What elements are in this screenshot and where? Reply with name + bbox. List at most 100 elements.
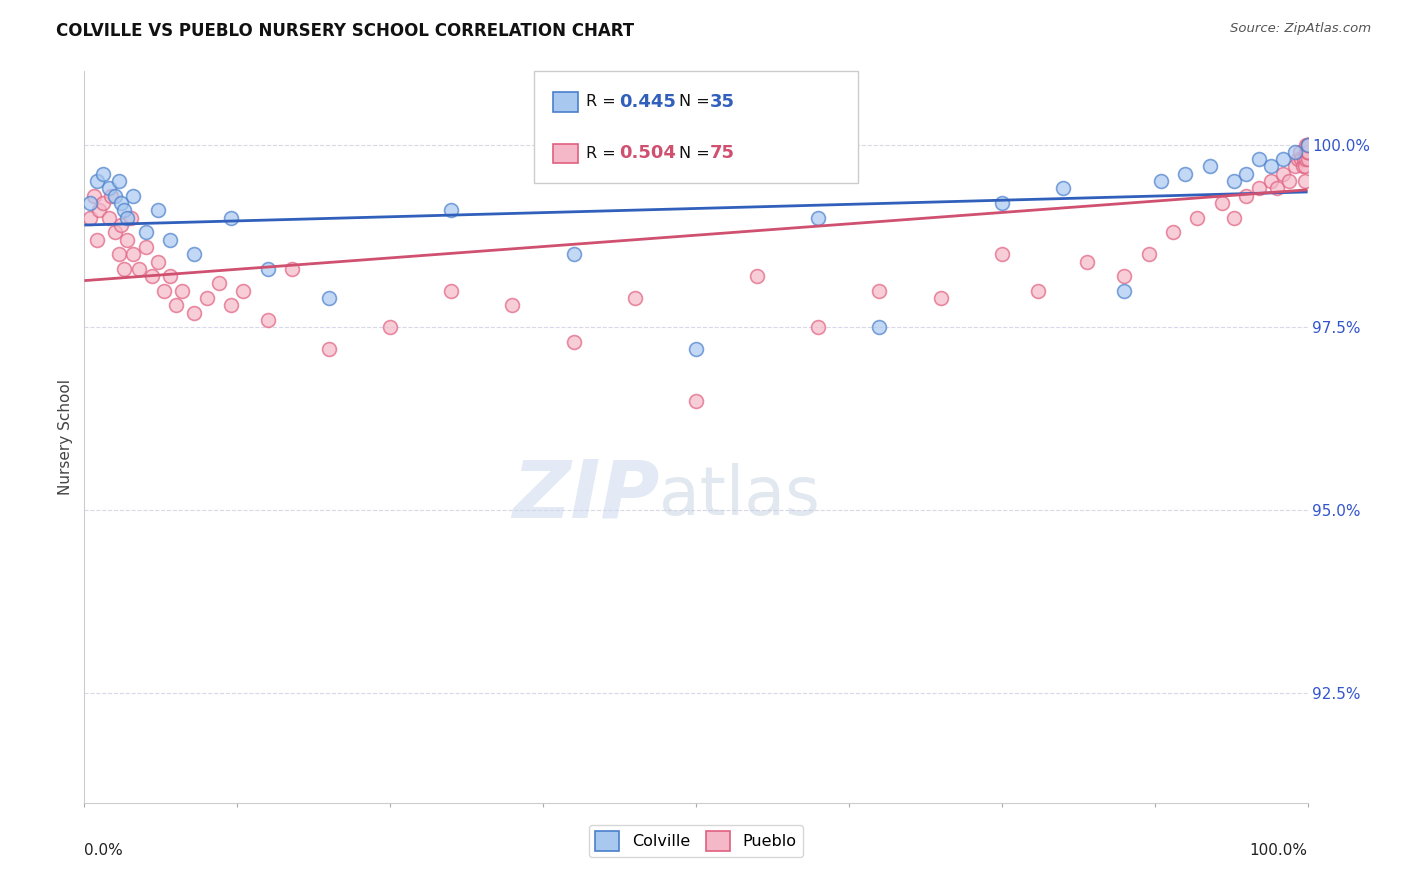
Point: [195, 291, 218, 305]
Point: [172, 284, 194, 298]
Point: [1294, 174, 1316, 188]
Point: [122, 188, 145, 202]
Text: 35: 35: [710, 93, 735, 111]
Point: [107, 174, 129, 188]
Point: [1260, 174, 1282, 188]
Point: [1296, 145, 1319, 159]
Point: [1296, 137, 1319, 152]
Point: [141, 269, 163, 284]
Point: [562, 334, 585, 349]
Point: [120, 211, 142, 225]
Point: [104, 225, 127, 239]
Point: [86, 174, 108, 188]
Point: [91, 196, 114, 211]
Point: [1284, 160, 1306, 174]
Point: [440, 284, 463, 298]
Point: [807, 211, 830, 225]
Point: [159, 233, 181, 247]
Point: [91, 167, 114, 181]
Text: R =: R =: [586, 95, 621, 109]
Point: [257, 261, 280, 276]
Point: [869, 284, 891, 298]
Point: [146, 254, 169, 268]
Point: [1295, 152, 1317, 166]
Text: Source: ZipAtlas.com: Source: ZipAtlas.com: [1230, 22, 1371, 36]
Text: 0.445: 0.445: [619, 93, 675, 111]
Point: [1292, 160, 1315, 174]
Point: [1076, 254, 1098, 268]
Text: 0.0%: 0.0%: [84, 843, 124, 858]
Point: [1296, 137, 1319, 152]
Point: [83, 188, 105, 202]
Point: [562, 247, 585, 261]
Point: [869, 320, 891, 334]
Point: [135, 240, 157, 254]
Point: [79, 196, 101, 211]
Point: [1272, 167, 1295, 181]
Point: [97, 181, 120, 195]
Point: [281, 261, 304, 276]
Point: [1223, 211, 1246, 225]
Point: [1296, 137, 1319, 152]
Point: [1289, 145, 1312, 159]
Point: [1278, 174, 1301, 188]
Point: [1292, 152, 1315, 166]
Y-axis label: Nursery School: Nursery School: [58, 379, 73, 495]
Point: [135, 225, 157, 239]
Point: [1296, 145, 1319, 159]
Point: [1291, 152, 1313, 166]
Point: [146, 203, 169, 218]
Point: [87, 203, 110, 218]
Point: [1161, 225, 1184, 239]
Point: [1260, 160, 1282, 174]
Point: [79, 211, 101, 225]
Text: atlas: atlas: [659, 463, 820, 529]
Point: [1296, 145, 1319, 159]
Point: [122, 247, 145, 261]
Point: [1114, 284, 1136, 298]
Point: [991, 247, 1014, 261]
Point: [1295, 137, 1317, 152]
Point: [1284, 145, 1306, 159]
Point: [1295, 145, 1317, 159]
Point: [232, 284, 254, 298]
Point: [318, 291, 340, 305]
Point: [929, 291, 952, 305]
Point: [104, 188, 127, 202]
Text: ZIP: ZIP: [512, 457, 659, 534]
Point: [502, 298, 524, 312]
Point: [1286, 152, 1309, 166]
Text: N =: N =: [679, 95, 716, 109]
Point: [219, 298, 242, 312]
Point: [97, 211, 120, 225]
Point: [807, 320, 830, 334]
Point: [747, 269, 769, 284]
Point: [165, 298, 187, 312]
Point: [1223, 174, 1246, 188]
Point: [112, 203, 135, 218]
Point: [685, 393, 707, 408]
Point: [257, 313, 280, 327]
Text: N =: N =: [679, 146, 716, 161]
Point: [153, 284, 176, 298]
Point: [115, 211, 138, 225]
Point: [1187, 211, 1209, 225]
Point: [1028, 284, 1050, 298]
Point: [107, 247, 129, 261]
Point: [100, 188, 122, 202]
Point: [991, 196, 1014, 211]
Point: [1296, 145, 1319, 159]
Point: [1265, 181, 1288, 195]
Point: [208, 277, 231, 291]
Point: [1296, 137, 1319, 152]
Point: [1174, 167, 1197, 181]
Point: [1296, 137, 1319, 152]
Text: 0.504: 0.504: [619, 145, 675, 162]
Text: COLVILLE VS PUEBLO NURSERY SCHOOL CORRELATION CHART: COLVILLE VS PUEBLO NURSERY SCHOOL CORREL…: [56, 22, 634, 40]
Point: [1236, 167, 1258, 181]
Point: [1294, 160, 1316, 174]
Point: [159, 269, 181, 284]
Text: 75: 75: [710, 145, 735, 162]
Point: [1114, 269, 1136, 284]
Point: [115, 233, 138, 247]
